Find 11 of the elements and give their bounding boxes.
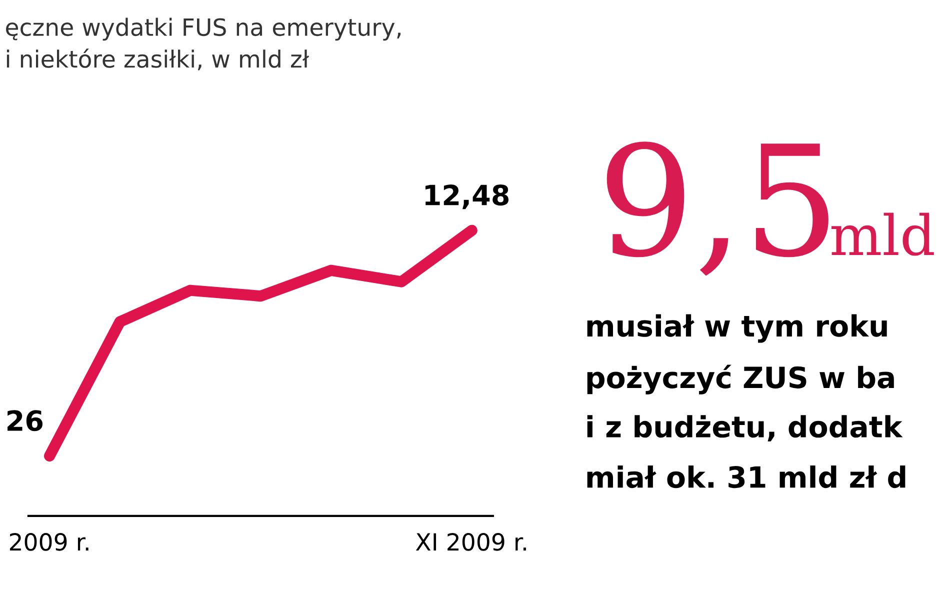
text: musiał w tym roku xyxy=(587,314,887,343)
text: i z budżetu, dodatk xyxy=(587,415,903,442)
annotation: 12,48 xyxy=(425,184,508,210)
text: mld xyxy=(832,212,934,256)
text: pożyczyć ZUS w ba xyxy=(587,364,894,394)
text: 9,5 xyxy=(606,142,828,276)
annotation: 26 xyxy=(8,410,43,432)
chart-title: ęczne wydatki FUS na emerytury, i niektóre zasiłki, w mld zł xyxy=(6,18,400,70)
x-tick-label: XI 2009 r. xyxy=(416,532,526,551)
text: miał ok. 31 mld zł d xyxy=(587,466,906,488)
x-tick-label: 2009 r. xyxy=(10,532,88,551)
